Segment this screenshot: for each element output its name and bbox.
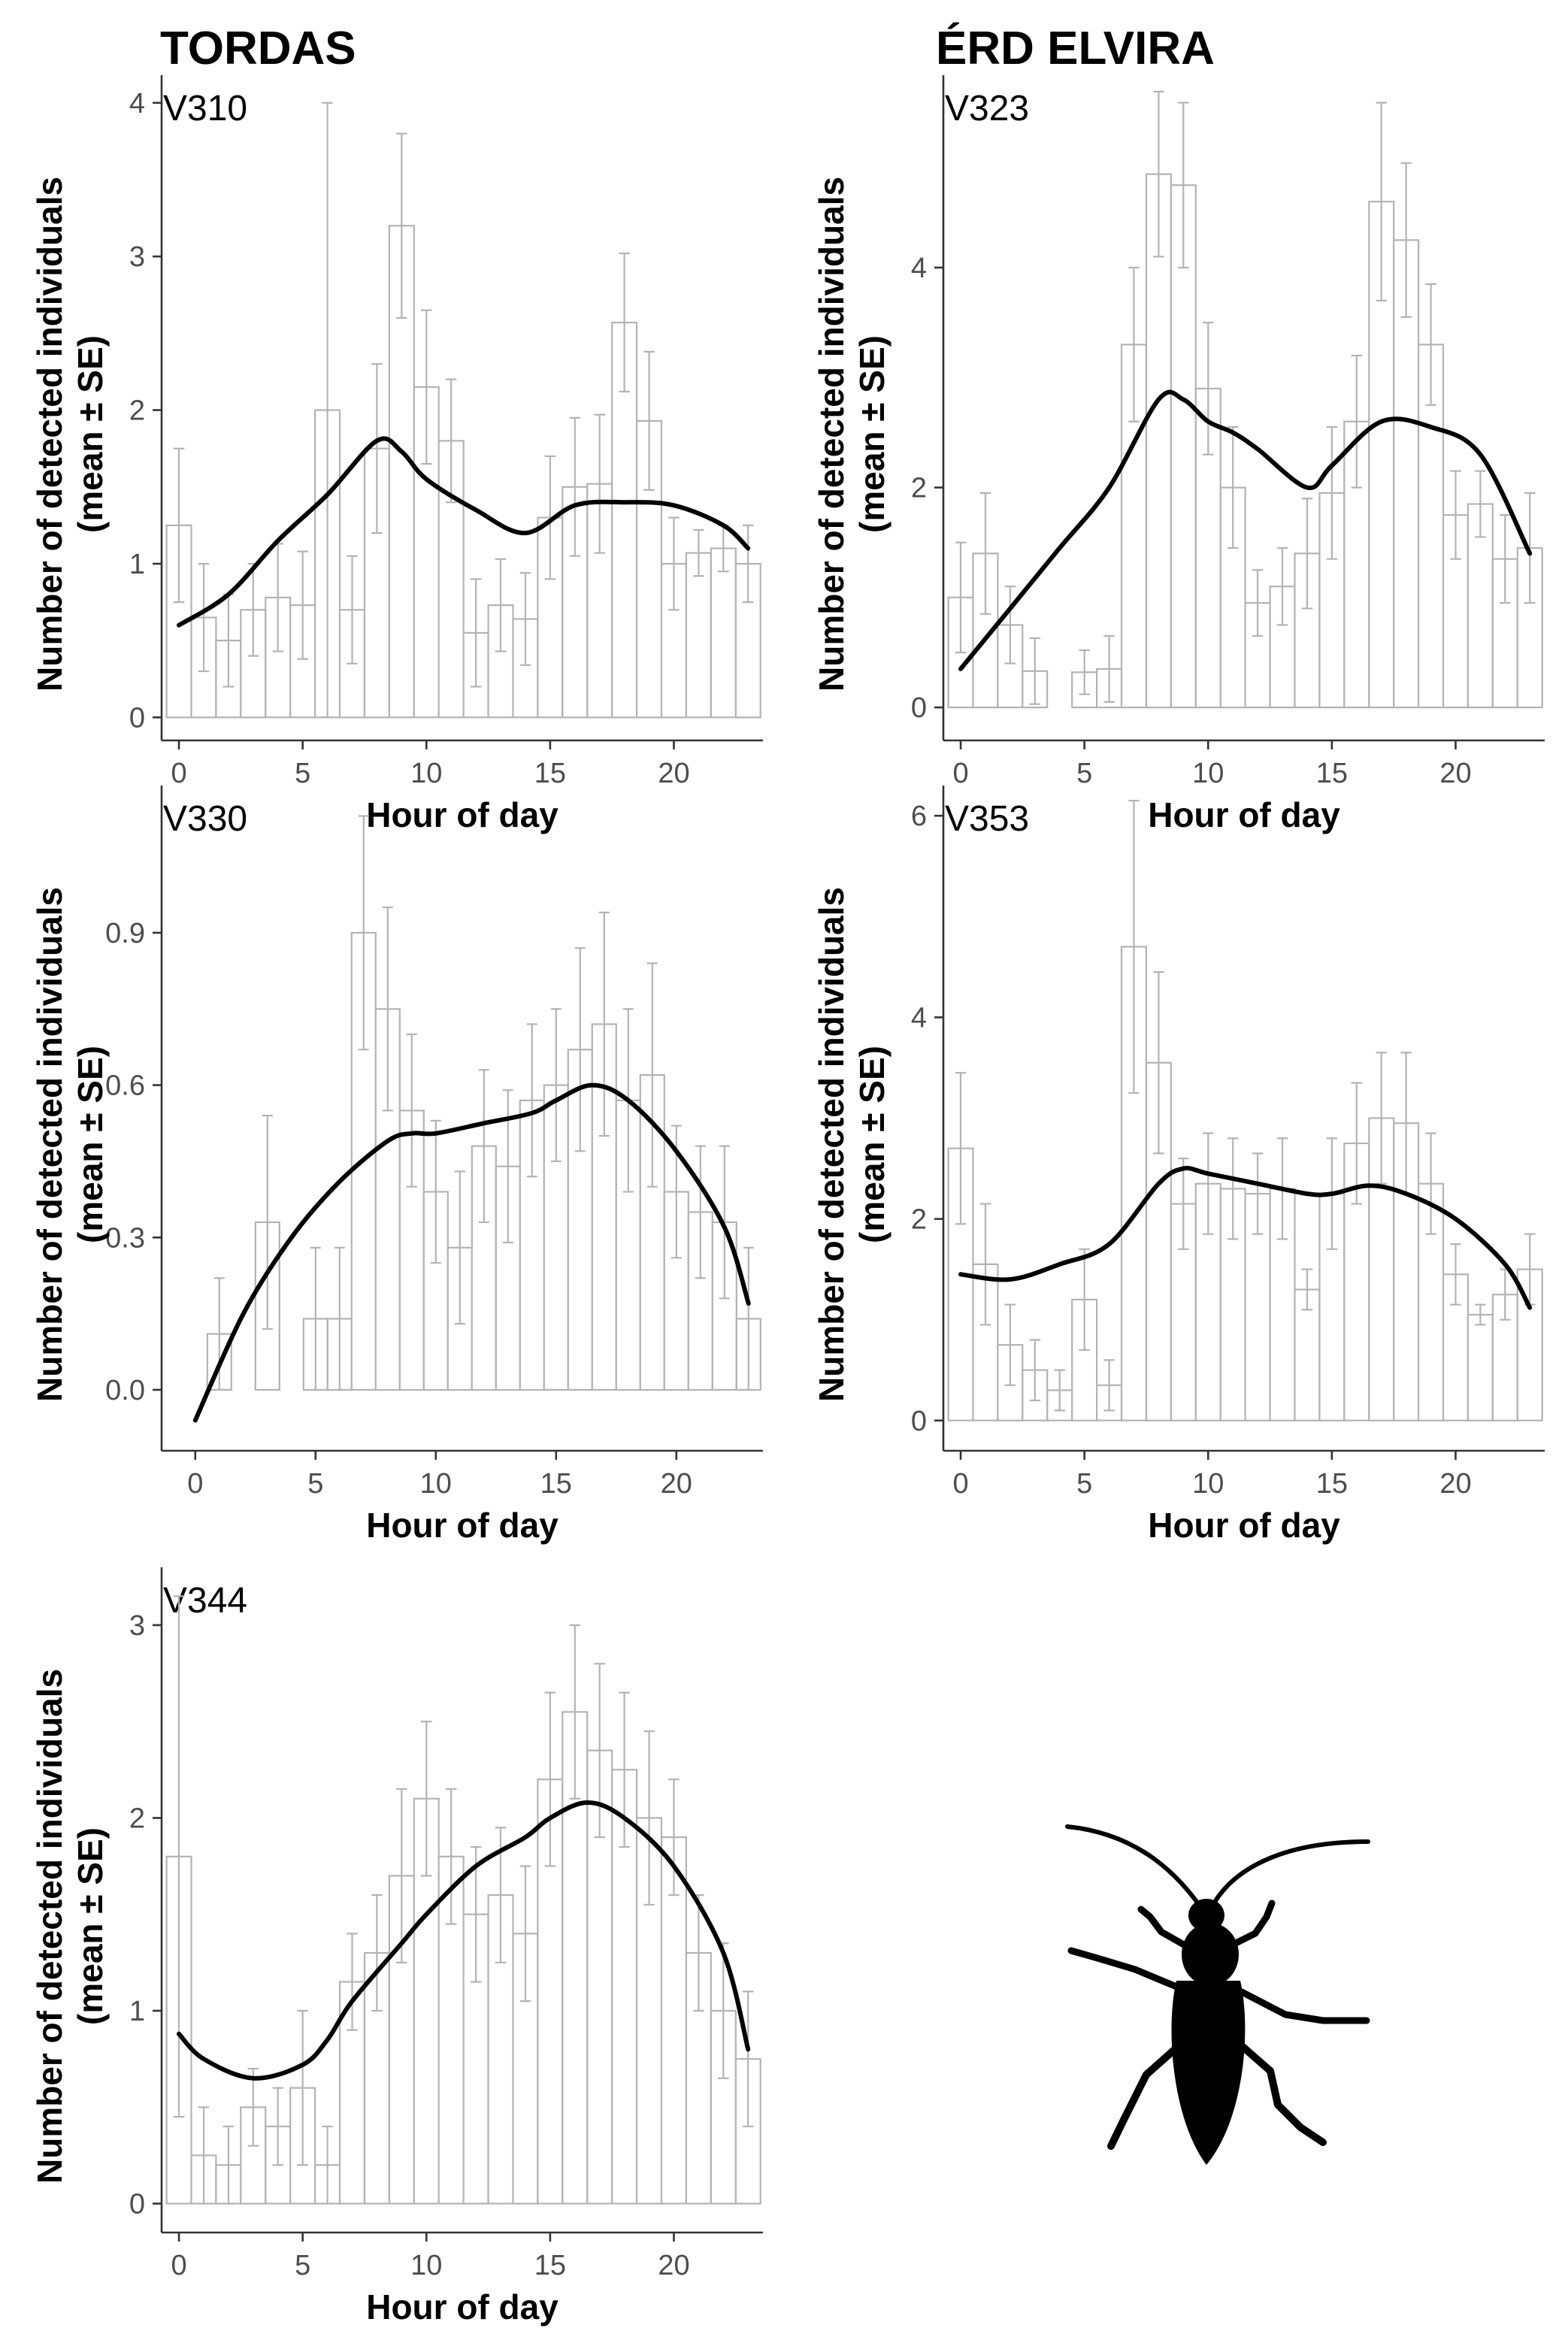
x-tick-label: 5 <box>295 758 310 789</box>
chart-panel-v310: V310 0 1 2 3 4 0 5 10 15 20 Hour of day Number of de… <box>0 75 782 842</box>
y-axis-label-line-2: (mean ± SE) <box>71 1046 110 1243</box>
x-tick-label: 15 <box>1316 1468 1348 1500</box>
panel-title: V310 <box>163 89 247 129</box>
x-tick-label: 0 <box>171 758 186 789</box>
smooth-trend-line <box>958 389 1533 671</box>
x-tick-label: 20 <box>1439 758 1471 789</box>
x-axis-label: Hour of day <box>1148 1506 1340 1545</box>
y-tick-label: 3 <box>129 241 145 273</box>
panel-title: V344 <box>163 1581 247 1621</box>
x-tick-label: 15 <box>534 2250 566 2281</box>
y-tick-label: 3 <box>129 1610 145 1642</box>
x-axis-label: Hour of day <box>366 1506 558 1545</box>
x-tick-label: 20 <box>658 758 689 789</box>
x-tick-label: 20 <box>661 1468 692 1500</box>
x-tick-label: 5 <box>295 2250 310 2281</box>
x-axis-label: Hour of day <box>1148 795 1340 834</box>
panel-title: V353 <box>945 799 1029 839</box>
x-tick-label: 10 <box>1192 1468 1224 1500</box>
x-tick-label: 0 <box>952 758 968 789</box>
smooth-trend-line <box>177 436 751 628</box>
y-tick-label: 2 <box>129 1803 145 1834</box>
bar-hour-8 <box>1145 173 1173 709</box>
error-bars <box>173 1595 754 2205</box>
y-axis-label-line-2: (mean ± SE) <box>71 335 110 533</box>
beetle-silhouette-icon <box>1065 1824 1370 2165</box>
y-axis-label-line-2: (mean ± SE) <box>852 1046 891 1243</box>
y-tick-label: 0.9 <box>105 918 145 949</box>
y-tick-label: 0.6 <box>105 1070 145 1102</box>
x-tick-label: 5 <box>307 1468 323 1500</box>
bar-hour-9 <box>1170 1203 1197 1421</box>
x-tick-label: 0 <box>952 1468 968 1500</box>
bars <box>206 931 761 1391</box>
y-tick-label: 0 <box>911 692 927 724</box>
y-axis-label-line-2: (mean ± SE) <box>852 335 891 533</box>
x-tick-label: 5 <box>1076 758 1092 789</box>
y-axis-label-line-2: (mean ± SE) <box>71 1827 110 2025</box>
smooth-trend-line <box>192 1082 751 1423</box>
bar-hour-22 <box>710 547 737 719</box>
site-title-tordas: TORDAS <box>160 23 356 74</box>
x-axis-label: Hour of day <box>366 795 558 834</box>
y-axis-label-line-1: Number of detected individuals <box>30 1669 69 2184</box>
y-tick-label: 2 <box>911 473 927 504</box>
smooth-trend-line <box>177 1800 751 2081</box>
chart-panel-v353: V353 0 2 4 6 0 5 10 15 20 Hour of day Number of det… <box>782 786 1563 1552</box>
x-tick-label: 20 <box>1439 1468 1471 1500</box>
bar-hour-9 <box>1170 184 1197 709</box>
bars <box>165 225 761 719</box>
x-tick-label: 0 <box>171 2250 186 2281</box>
y-tick-label: 2 <box>129 395 145 427</box>
error-bars <box>955 90 1536 705</box>
y-tick-label: 0.0 <box>105 1375 145 1406</box>
y-axis-label-line-1: Number of detected individuals <box>812 177 851 692</box>
bar-hour-21 <box>1467 1313 1494 1421</box>
x-tick-label: 10 <box>410 758 442 789</box>
panel-title: V323 <box>945 89 1029 129</box>
x-tick-label: 15 <box>1316 758 1348 789</box>
bars <box>947 946 1543 1421</box>
y-tick-label: 1 <box>129 549 145 580</box>
x-tick-label: 5 <box>1076 1468 1092 1500</box>
site-title-erd-elvira: ÉRD ELVIRA <box>936 23 1215 74</box>
y-tick-label: 0.3 <box>105 1222 145 1254</box>
x-tick-label: 10 <box>1192 758 1224 789</box>
x-tick-label: 10 <box>410 2250 442 2281</box>
x-tick-label: 20 <box>658 2250 689 2281</box>
y-tick-label: 2 <box>911 1204 927 1236</box>
y-tick-label: 4 <box>911 253 927 284</box>
y-tick-label: 1 <box>129 1996 145 2027</box>
bar-hour-8 <box>363 447 391 719</box>
y-tick-label: 0 <box>129 702 145 734</box>
x-tick-label: 10 <box>420 1468 452 1500</box>
bar-hour-16 <box>562 486 589 719</box>
y-axis-label-line-1: Number of detected individuals <box>30 887 69 1402</box>
y-tick-label: 6 <box>911 801 927 832</box>
bars <box>165 1711 761 2205</box>
panel-title: V330 <box>163 799 247 839</box>
y-tick-label: 0 <box>911 1406 927 1437</box>
bar-hour-21 <box>685 552 712 719</box>
x-tick-label: 15 <box>534 758 566 789</box>
y-tick-label: 0 <box>129 2189 145 2220</box>
x-axis-label: Hour of day <box>366 2287 558 2326</box>
smooth-trend-line <box>958 1166 1533 1310</box>
bar-hour-14 <box>1294 1288 1321 1421</box>
y-axis-label-line-1: Number of detected individuals <box>30 177 69 692</box>
y-axis-label-line-1: Number of detected individuals <box>812 887 851 1402</box>
y-tick-label: 4 <box>911 1002 927 1034</box>
chart-panel-v344: V344 0 1 2 3 0 5 10 15 20 Hour of day Number of det… <box>0 1567 782 2334</box>
x-tick-label: 0 <box>187 1468 203 1500</box>
y-tick-label: 4 <box>129 88 145 120</box>
chart-panel-v323: V323 0 2 4 0 5 10 15 20 Hour of day Number of dete… <box>782 75 1563 842</box>
chart-panel-v330: V330 0.0 0.3 0.6 0.9 0 5 10 15 20 Hour of day Numbe… <box>0 786 782 1552</box>
error-bars <box>173 101 754 719</box>
x-tick-label: 15 <box>540 1468 572 1500</box>
error-bars <box>213 815 754 1391</box>
